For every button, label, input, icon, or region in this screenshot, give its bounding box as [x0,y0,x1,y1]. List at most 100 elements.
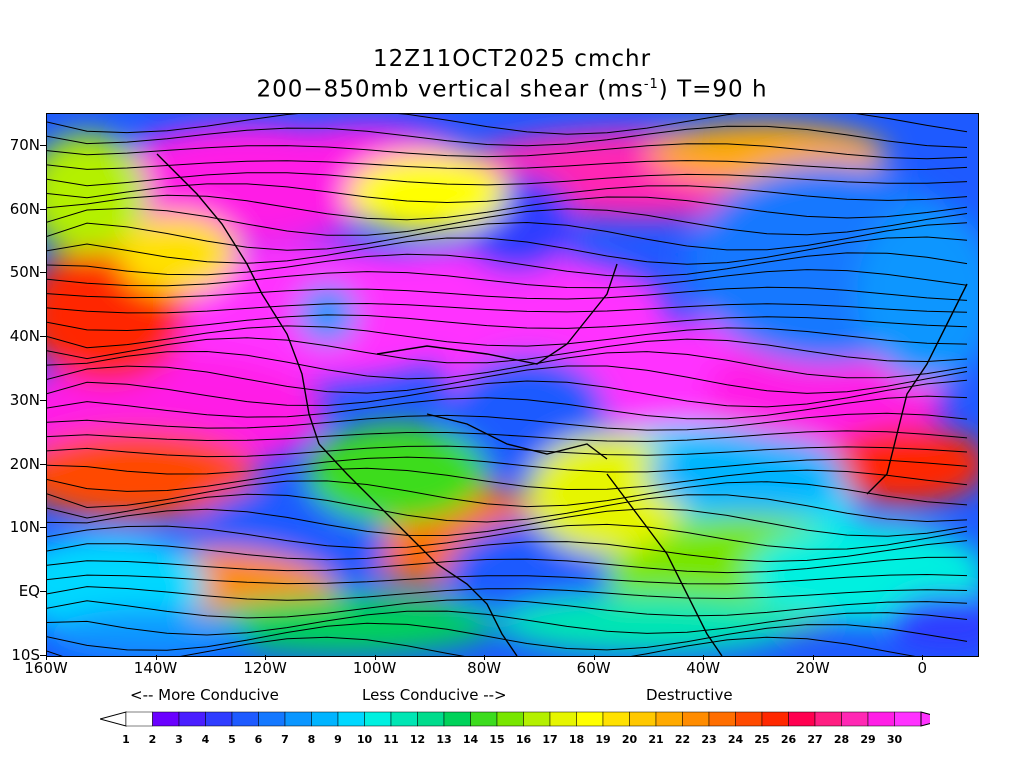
lat-label: 70N [9,135,40,154]
shear-blob [47,534,207,634]
lon-tick [593,655,595,660]
colorbar-segment [655,711,683,727]
streamline [47,467,968,492]
streamline [47,114,968,135]
streamline [47,523,968,550]
shear-field-svg [47,114,978,656]
lon-label: 40W [686,659,721,677]
coast-africa-europe [866,283,968,495]
colorbar-tick-label: 9 [334,733,342,746]
colorbar-segment [284,711,312,727]
streamline [47,236,968,265]
colorbar-tick-label: 28 [833,733,850,746]
streamline [47,365,968,394]
streamline [47,508,968,537]
coastlines [156,153,968,656]
lon-tick [155,655,157,660]
streamline [47,207,968,236]
colorbar-tick-label: 25 [754,733,770,746]
colorbar-tick-label: 8 [307,733,316,746]
streamline [47,456,968,475]
streamline [47,183,968,204]
coast-south-america [606,473,723,656]
colorbar-tick-label: 12 [409,733,426,746]
colorbar-tick-label: 24 [727,733,744,746]
shear-blob [117,214,237,294]
lon-label: 140W [133,659,178,677]
lat-tick [40,208,46,210]
colorbar-tick-label: 13 [436,733,452,746]
streamline [47,160,968,171]
colorbar-under-arrow [100,711,127,727]
colorbar-tick-label: 30 [886,733,903,746]
colorbar-segment [311,711,339,727]
colorbar-segment [602,711,630,727]
colorbar-segment [205,711,233,727]
title-line-2-sup: -1 [643,77,659,92]
colorbar-tick-label: 29 [860,733,876,746]
streamline [47,252,968,278]
colorbar-tick-label: 3 [175,733,183,746]
streamline [47,573,968,585]
streamline [47,314,968,332]
colorbar-tick-label: 11 [383,733,399,746]
colorbar-segment [682,711,710,727]
lat-label: 40N [9,327,40,346]
shear-blob [347,154,507,234]
colorbar-segment [523,711,551,727]
lon-tick [812,655,814,660]
lon-tick [46,655,47,660]
lon-tick [484,655,486,660]
colorbar-tick-label: 26 [780,733,797,746]
lat-tick [40,399,46,401]
lon-tick [265,655,267,660]
colorbar-tick-label: 14 [462,733,479,746]
lon-label: 120W [243,659,287,677]
lat-label: 50N [9,263,40,282]
destructive-label: Destructive [646,686,733,704]
lon-label: 80W [467,659,502,677]
lat-tick [40,336,46,338]
colorbar-segment [761,711,789,727]
colorbar-segment [708,711,736,727]
title-line-2: 200−850mb vertical shear (ms-1) T=90 h [0,72,1024,103]
colorbar-segment [178,711,206,727]
shear-map[interactable] [46,113,979,657]
colorbar [100,711,930,727]
colorbar-segment [788,711,816,727]
streamline [47,493,968,523]
lon-label: 0 [917,659,928,677]
more-conducive-label: <-- More Conducive [130,686,279,704]
colorbar-tick-label: 22 [674,733,691,746]
shear-blob [197,594,497,654]
colorbar-tick-label: 10 [356,733,373,746]
streamlines [47,114,968,656]
colorbar-segment [841,711,869,727]
colorbar-segment [125,711,153,727]
lat-label: 20N [9,454,40,473]
colorbar-tick-label: 7 [281,733,289,746]
lon-tick [922,655,924,660]
shear-blob [47,134,147,254]
coast-caribbean [426,413,608,460]
shear-blob [47,429,257,519]
streamline [47,286,968,301]
title-line-2-post: ) T=90 h [658,76,768,103]
streamline [47,269,968,289]
colorbar-segment [364,711,392,727]
lon-tick [374,655,376,660]
streamline [47,325,968,349]
lat-tick [40,655,46,656]
lat-tick [40,527,46,529]
streamline [47,540,968,563]
streamline [47,143,968,160]
lon-label: 60W [576,659,611,677]
coast-pacific-na [156,153,320,445]
streamline [47,556,968,574]
streamline [47,480,968,509]
lat-tick [40,591,46,593]
colorbar-tick-label: 6 [254,733,263,746]
colorbar-segment [576,711,604,727]
shear-blob [527,434,687,554]
streamline [47,598,968,619]
